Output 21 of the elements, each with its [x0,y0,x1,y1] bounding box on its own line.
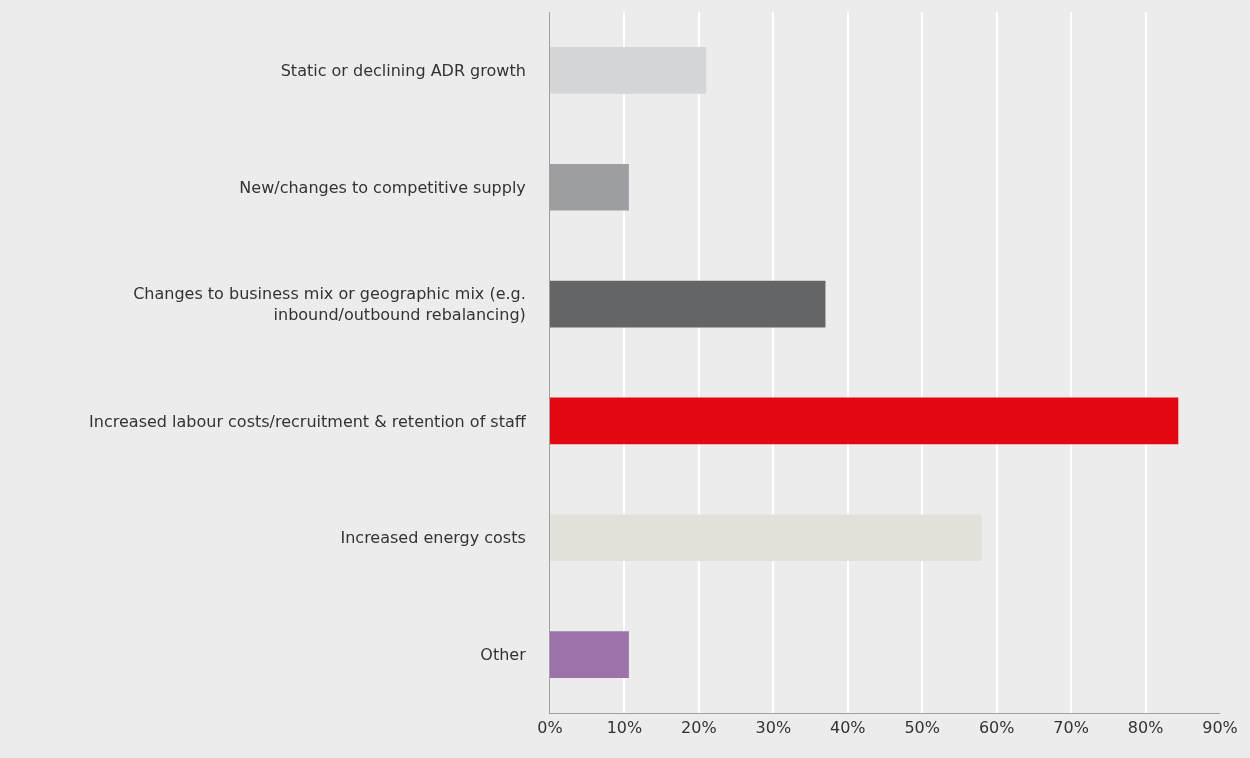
bar [550,631,629,678]
x-tick-label: 70% [1053,718,1089,738]
x-tick-label: 80% [1127,718,1164,738]
x-tick-label: 90% [1202,718,1238,738]
x-tick-label: 60% [978,718,1015,738]
x-tick-label: 10% [606,718,643,738]
y-tick-label: Increased energy costs [340,528,526,548]
x-tick-label: 50% [904,718,940,738]
y-tick-label: New/changes to competitive supply [239,177,526,197]
x-tick-label: 0% [537,718,563,738]
bar [550,47,707,94]
y-tick-label: Increased labour costs/recruitment & retention of staff [89,411,527,431]
x-tick-label: 20% [681,718,717,738]
bar [550,280,826,328]
x-tick-label: 40% [830,718,866,738]
y-tick-label: Changes to business mix or geographic mix (e.g. inbound/outbound rebalancing) [133,284,526,325]
x-tick-label: 30% [755,718,792,738]
bar [550,514,982,562]
y-tick-label: Static or declining ADR growth [280,61,526,81]
y-tick-label: Other [480,645,527,665]
bar [550,397,1179,445]
